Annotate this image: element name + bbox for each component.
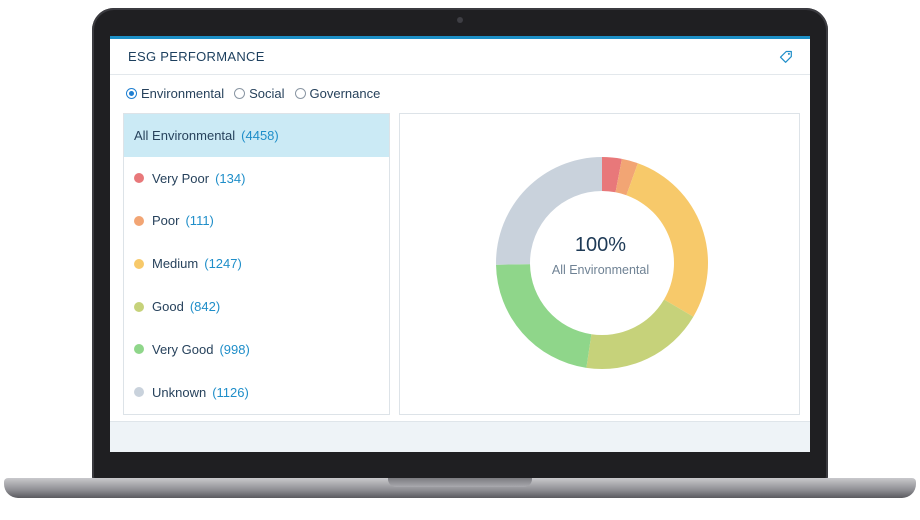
legend-item-poor[interactable]: Poor (111) xyxy=(124,200,389,243)
donut-center-label: All Environmental xyxy=(551,263,650,277)
legend-count: (1126) xyxy=(212,384,249,400)
donut-center-percent: 100% xyxy=(574,234,627,256)
tag-icon[interactable] xyxy=(778,49,794,65)
legend-dot xyxy=(134,258,144,269)
laptop-notch xyxy=(388,478,532,487)
radio-button[interactable] xyxy=(294,87,306,99)
legend-count: (1247) xyxy=(204,256,242,272)
legend-item-unknown[interactable]: Unknown (1126) xyxy=(124,371,389,414)
radio-label: Governance xyxy=(309,85,381,101)
legend-label: Medium xyxy=(152,256,199,272)
legend-dot xyxy=(134,173,144,184)
legend-dot xyxy=(134,301,144,312)
rating-legend-list: All Environmental (4458) Very Poor (134)… xyxy=(123,113,390,415)
legend-count: (998) xyxy=(219,341,250,357)
legend-item-very-poor[interactable]: Very Poor (134) xyxy=(124,157,389,200)
widget-header: ESG PERFORMANCE xyxy=(110,39,810,75)
legend-label: Very Good xyxy=(152,341,214,357)
camera xyxy=(457,17,463,23)
legend-count: (842) xyxy=(189,299,221,315)
radio-button[interactable] xyxy=(234,87,246,99)
screen: ESG PERFORMANCE Environmental Social Gov… xyxy=(110,36,810,452)
legend-label: Good xyxy=(152,299,184,315)
legend-label: Poor xyxy=(152,213,180,229)
donut-chart-panel: 100% All Environmental xyxy=(399,113,800,415)
radio-label: Social xyxy=(249,85,285,101)
radio-label: Environmental xyxy=(141,85,225,101)
legend-label: Unknown xyxy=(152,384,207,400)
legend-count: (4458) xyxy=(241,127,279,143)
category-radio-group: Environmental Social Governance xyxy=(110,75,810,111)
legend-item-all-environmental[interactable]: All Environmental (4458) xyxy=(124,114,389,157)
radio-button[interactable] xyxy=(126,87,137,99)
donut-chart xyxy=(496,157,708,369)
donut-segment-unknown[interactable] xyxy=(496,157,602,265)
legend-count: (134) xyxy=(215,170,246,186)
legend-item-medium[interactable]: Medium (1247) xyxy=(124,242,389,285)
donut-segment-poor[interactable] xyxy=(615,158,638,196)
legend-label: Very Poor xyxy=(152,170,210,186)
legend-item-very-good[interactable]: Very Good (998) xyxy=(124,328,389,371)
donut-segment-medium[interactable] xyxy=(626,163,708,317)
widget-title: ESG PERFORMANCE xyxy=(128,49,265,64)
legend-dot xyxy=(134,387,144,398)
legend-label: All Environmental xyxy=(134,127,236,143)
legend-item-good[interactable]: Good (842) xyxy=(124,285,389,328)
legend-count: (111) xyxy=(185,213,214,229)
legend-dot xyxy=(134,344,144,355)
radio-social[interactable]: Social xyxy=(234,85,285,101)
donut-segment-good[interactable] xyxy=(586,299,694,369)
esg-performance-widget: ESG PERFORMANCE Environmental Social Gov… xyxy=(110,36,810,422)
laptop-base xyxy=(4,478,916,498)
radio-governance[interactable]: Governance xyxy=(294,85,381,101)
donut-segment-very-good[interactable] xyxy=(496,264,592,368)
donut-segment-very-poor[interactable] xyxy=(602,157,622,193)
radio-environmental[interactable]: Environmental xyxy=(126,86,224,101)
legend-dot xyxy=(134,215,144,226)
